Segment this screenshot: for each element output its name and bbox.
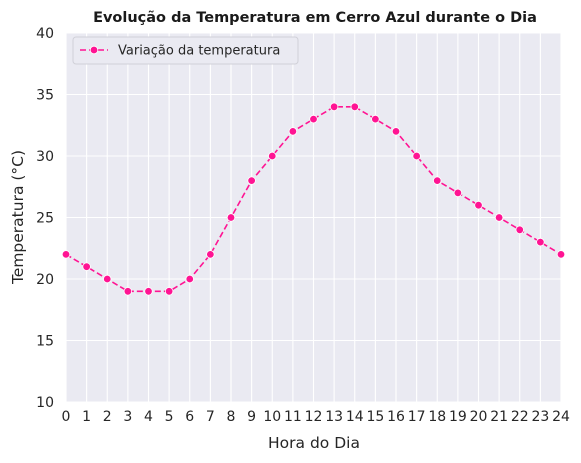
x-tick-label: 17 [408, 409, 426, 425]
x-tick-label: 9 [247, 409, 256, 425]
data-point [144, 287, 153, 296]
data-point [391, 127, 401, 136]
y-tick-label: 35 [36, 88, 54, 104]
data-point [206, 250, 215, 259]
x-tick-label: 1 [82, 409, 91, 425]
data-point [82, 262, 91, 271]
legend-label: Variação da temperatura [118, 44, 280, 59]
x-tick-label: 15 [366, 409, 384, 425]
legend-marker-swatch [89, 45, 99, 55]
y-axis-label: Temperatura (°C) [9, 150, 27, 285]
y-tick-label: 40 [36, 26, 54, 42]
x-tick-label: 22 [511, 409, 529, 425]
x-tick-label: 11 [284, 409, 302, 425]
x-tick-label: 2 [103, 409, 112, 425]
data-point [474, 200, 483, 210]
y-tick-labels: 10 15 20 25 30 35 40 [36, 26, 54, 411]
x-tick-label: 12 [305, 409, 323, 425]
data-point [247, 176, 256, 185]
x-tick-label: 10 [263, 409, 281, 425]
x-tick-label: 24 [552, 409, 570, 425]
x-tick-label: 18 [428, 409, 446, 425]
y-tick-label: 25 [36, 211, 54, 227]
x-tick-label: 8 [227, 409, 236, 425]
horizontal-gridlines [66, 32, 561, 403]
x-tick-label: 21 [490, 409, 508, 425]
data-point [123, 287, 133, 296]
data-point [536, 237, 545, 247]
data-point [494, 213, 504, 222]
data-point [412, 151, 421, 161]
x-tick-label: 23 [531, 409, 549, 425]
y-tick-label: 30 [36, 149, 54, 165]
chart-title: Evolução da Temperatura em Cerro Azul du… [93, 10, 537, 26]
data-point [453, 188, 463, 198]
data-point [61, 250, 71, 259]
data-point [288, 127, 298, 136]
legend-box [72, 36, 299, 65]
x-tick-label: 19 [449, 409, 467, 425]
data-point [185, 274, 194, 284]
data-point [268, 151, 277, 161]
data-point [371, 114, 380, 124]
x-tick-labels: 0 1 2 3 4 5 6 7 8 9 10 11 12 13 14 15 16 17 18 19 20 21 22 23 24 [62, 409, 570, 425]
y-tick-label: 20 [36, 272, 54, 288]
data-point [515, 225, 524, 234]
legend: Variação da temperatura [72, 36, 299, 65]
data-point [433, 176, 442, 185]
x-tick-label: 6 [185, 409, 194, 425]
data-point [350, 102, 359, 111]
x-tick-label: 7 [206, 409, 215, 425]
data-point [309, 114, 318, 124]
y-tick-label: 15 [36, 334, 54, 350]
x-tick-label: 13 [325, 409, 343, 425]
data-point [164, 287, 174, 296]
data-point [329, 102, 339, 111]
data-point [103, 274, 112, 284]
x-tick-label: 4 [144, 409, 153, 425]
x-tick-label: 0 [62, 409, 71, 425]
x-tick-label: 20 [470, 409, 488, 425]
x-tick-label: 3 [123, 409, 132, 425]
y-tick-label: 10 [36, 395, 54, 411]
series-layer [61, 102, 566, 296]
data-point [556, 250, 566, 259]
data-point [226, 213, 236, 222]
x-tick-label: 5 [165, 409, 174, 425]
x-axis-label: Hora do Dia [268, 434, 360, 452]
x-tick-label: 14 [346, 409, 364, 425]
x-tick-label: 16 [387, 409, 405, 425]
